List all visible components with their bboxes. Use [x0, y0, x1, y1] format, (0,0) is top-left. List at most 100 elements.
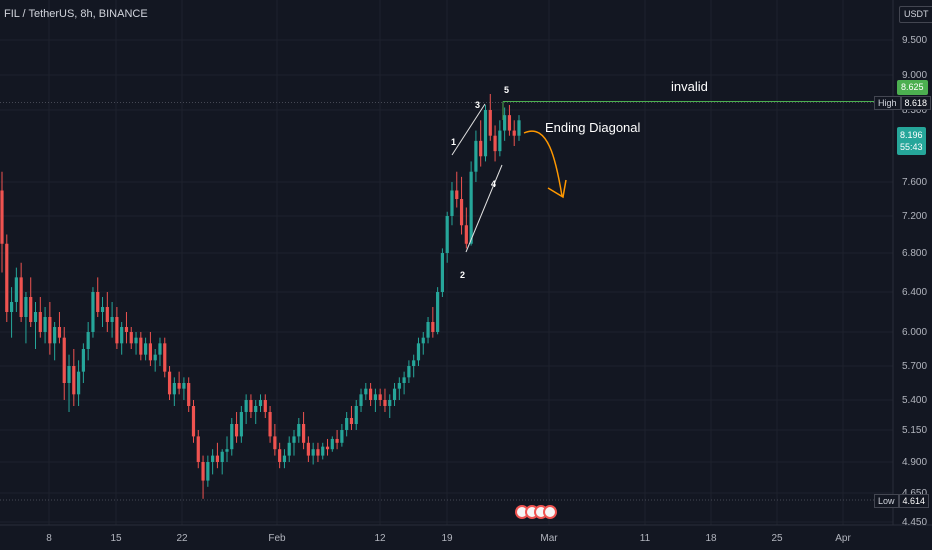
candle-body [167, 371, 172, 395]
candle [287, 436, 291, 462]
candle-body [110, 317, 114, 322]
currency-button[interactable]: USDT [899, 6, 932, 23]
candle [220, 449, 224, 475]
time-tick-label: Mar [540, 533, 558, 544]
candle-body [369, 388, 373, 400]
candle [397, 377, 401, 400]
candle [493, 125, 497, 162]
candle-body [187, 383, 191, 406]
price-tick-label: 6.800 [902, 248, 927, 259]
candle-body [86, 332, 90, 349]
candle-body [431, 322, 435, 332]
last-price-value: 8.196 [900, 130, 923, 140]
candle [464, 207, 468, 249]
candle-body [349, 418, 354, 424]
candle [234, 412, 239, 443]
candle [96, 277, 100, 317]
candle-body [234, 424, 239, 437]
wave-label-5: 5 [504, 85, 509, 95]
candle [507, 105, 512, 136]
bar-countdown: 55:43 [900, 142, 923, 152]
candle-body [373, 394, 377, 400]
candle-body [172, 383, 176, 395]
price-tick-label: 7.200 [902, 211, 927, 222]
invalid-annotation: invalid [671, 79, 708, 94]
candle-body [139, 337, 143, 355]
candle [388, 394, 392, 418]
price-axis[interactable]: 9.500 9.000 8.300 7.600 7.200 6.800 6.400 6.000… [902, 35, 927, 528]
candle [48, 302, 52, 355]
projection-arrow [523, 130, 563, 197]
candle-body [507, 115, 512, 131]
candle [440, 248, 445, 297]
candle [239, 406, 243, 443]
candle [167, 366, 172, 400]
candle [249, 394, 253, 418]
candle [244, 394, 248, 424]
candle-body [455, 190, 459, 199]
candle [29, 277, 33, 327]
candle-body [129, 332, 133, 344]
candle-body [215, 455, 220, 462]
candle-body [182, 383, 186, 389]
candle-body [325, 446, 330, 450]
candle [301, 412, 306, 450]
price-tick-label: 7.600 [902, 177, 927, 188]
time-tick-label: 8 [46, 533, 52, 544]
candle-body [24, 297, 28, 317]
candle [431, 307, 435, 338]
candle [148, 332, 152, 366]
candle-body [297, 424, 301, 437]
candle [349, 406, 354, 430]
candle [258, 394, 263, 412]
time-tick-label: Feb [268, 533, 286, 544]
candle [43, 307, 47, 344]
candle-body [144, 343, 148, 355]
candle [57, 312, 62, 344]
price-tick-label: 6.000 [902, 327, 927, 338]
candle-body [426, 322, 430, 338]
candle [383, 388, 387, 412]
candle [340, 424, 344, 447]
candle [469, 161, 473, 246]
wave-label-1: 1 [451, 137, 456, 147]
candle-body [201, 462, 205, 481]
candle [311, 442, 315, 465]
last-price-tag: 8.196 55:43 [897, 127, 926, 155]
candle-body [158, 343, 162, 355]
price-tick-label: 5.150 [902, 425, 927, 436]
candle-body [29, 297, 33, 322]
time-tick-label: 19 [441, 533, 453, 544]
candle-body [14, 277, 18, 302]
candle-body [330, 438, 334, 450]
candle [62, 327, 66, 400]
candle-body [474, 140, 478, 172]
candle [306, 436, 310, 462]
candle-body [359, 394, 363, 406]
candle-body [459, 199, 464, 226]
candle [110, 302, 114, 338]
candle [316, 442, 320, 462]
candle-body [282, 455, 287, 462]
candle-body [120, 327, 124, 344]
candle [139, 332, 143, 361]
time-axis[interactable]: 8 15 22 Feb 12 19 Mar 11 18 25 Apr [46, 533, 851, 544]
candle [76, 360, 81, 406]
event-markers[interactable] [515, 505, 557, 519]
candle [230, 418, 234, 456]
candle-body [148, 343, 152, 361]
candle-body [402, 377, 406, 383]
candle-body [469, 171, 473, 244]
high-label: High [874, 96, 901, 110]
high-value: 8.618 [900, 96, 932, 110]
candle [91, 287, 95, 338]
candle-body [388, 400, 392, 406]
candle [215, 442, 220, 469]
price-tick-label: 4.450 [902, 517, 927, 528]
candle [421, 332, 425, 355]
candle-body [421, 337, 425, 344]
candle [378, 388, 382, 406]
candle-body [493, 135, 497, 152]
candle [483, 105, 488, 162]
